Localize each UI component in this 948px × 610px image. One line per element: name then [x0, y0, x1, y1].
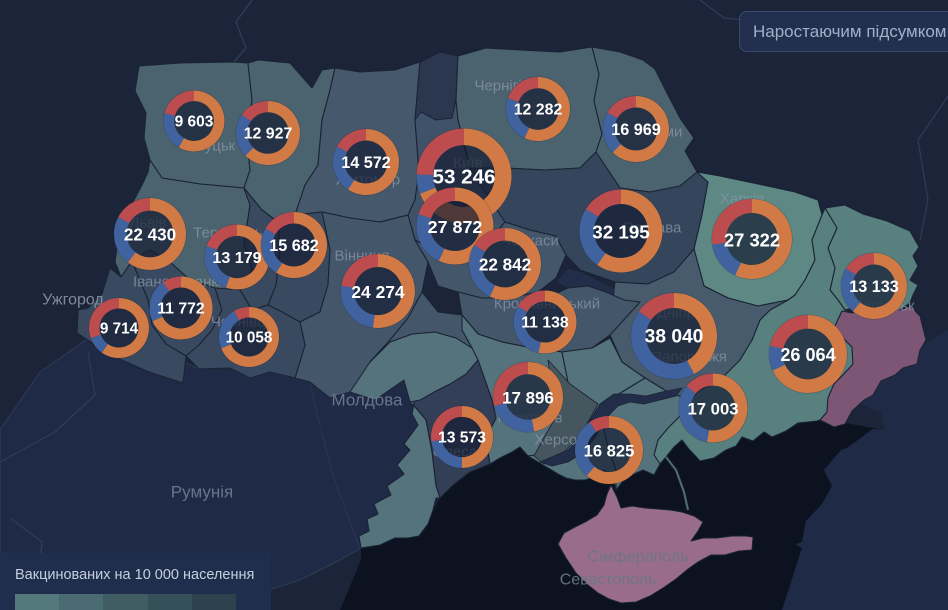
- svg-text:27 322: 27 322: [724, 230, 780, 251]
- svg-text:10 058: 10 058: [226, 330, 273, 347]
- svg-text:Румунія: Румунія: [171, 483, 233, 502]
- svg-text:Ужгород: Ужгород: [42, 292, 104, 309]
- svg-text:12 282: 12 282: [514, 102, 563, 119]
- svg-text:9 603: 9 603: [175, 114, 214, 131]
- svg-text:38 040: 38 040: [645, 327, 704, 348]
- svg-text:13 573: 13 573: [438, 430, 486, 447]
- svg-text:27 872: 27 872: [428, 217, 483, 237]
- svg-text:14 572: 14 572: [341, 154, 391, 172]
- svg-text:53 246: 53 246: [433, 166, 496, 189]
- svg-text:16 969: 16 969: [611, 121, 661, 139]
- svg-text:22 430: 22 430: [124, 226, 176, 245]
- svg-text:12 927: 12 927: [244, 126, 293, 143]
- svg-text:Молдова: Молдова: [331, 391, 403, 410]
- svg-text:Севастополь: Севастополь: [560, 572, 657, 589]
- svg-text:22 842: 22 842: [479, 256, 531, 275]
- svg-text:15 682: 15 682: [269, 237, 319, 255]
- svg-text:13 133: 13 133: [849, 278, 899, 296]
- svg-text:11 138: 11 138: [521, 315, 569, 332]
- svg-text:13 179: 13 179: [212, 249, 261, 267]
- svg-text:16 825: 16 825: [584, 442, 635, 461]
- svg-text:24 274: 24 274: [351, 282, 405, 302]
- svg-text:32 195: 32 195: [592, 222, 649, 243]
- svg-text:17 003: 17 003: [687, 400, 738, 419]
- svg-text:26 064: 26 064: [780, 345, 835, 365]
- svg-text:Сімферополь: Сімферополь: [588, 549, 689, 566]
- svg-text:11 772: 11 772: [157, 301, 205, 318]
- svg-text:Херсон: Херсон: [535, 432, 586, 449]
- svg-text:17 896: 17 896: [502, 389, 554, 408]
- svg-text:9 714: 9 714: [100, 321, 139, 338]
